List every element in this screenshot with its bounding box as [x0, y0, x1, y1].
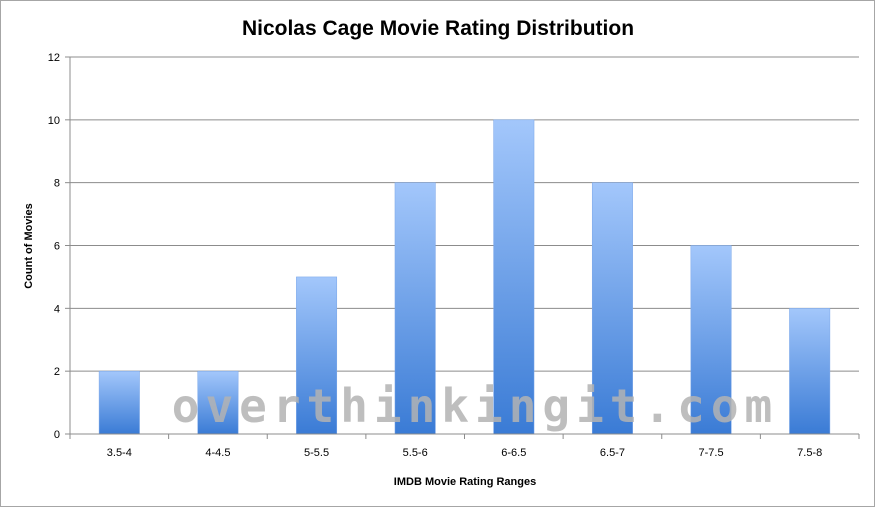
y-tick-label-2: 4 — [54, 303, 60, 315]
y-tick-label-1: 2 — [54, 366, 60, 378]
bar-3.5-4 — [98, 370, 140, 435]
y-tick-label-6: 12 — [48, 52, 60, 64]
gridlines — [70, 56, 859, 372]
bar-6.5-7 — [591, 182, 633, 435]
x-tick-label-7: 7.5-8 — [797, 447, 822, 459]
y-tick-label-3: 6 — [54, 241, 60, 253]
bar-4-4.5 — [197, 370, 239, 435]
y-tick-label-4: 8 — [54, 178, 60, 190]
bar-6-6.5 — [493, 119, 535, 435]
bar-5-5.5 — [296, 276, 338, 435]
x-axis-label: IMDB Movie Rating Ranges — [394, 476, 536, 488]
y-tick-label-5: 10 — [48, 115, 60, 127]
x-tick-label-6: 7-7.5 — [699, 447, 724, 459]
watermark: overthinkingit.com — [172, 379, 779, 433]
bar-7-7.5 — [690, 245, 732, 435]
x-tick-labels: 3.5-4 4-4.5 5-5.5 5.5-6 6-6.5 6.5-7 7-7.5 7.5-8 — [107, 447, 822, 459]
x-tick-label-2: 5-5.5 — [304, 447, 329, 459]
x-tick-label-4: 6-6.5 — [501, 447, 526, 459]
bars — [98, 119, 831, 435]
y-tick-label-0: 0 — [54, 429, 60, 441]
bar-7.5-8 — [789, 308, 831, 435]
y-axis-label: Count of Movies — [23, 203, 35, 289]
axes — [65, 56, 860, 439]
x-tick-label-0: 3.5-4 — [107, 447, 132, 459]
x-tick-label-3: 5.5-6 — [403, 447, 428, 459]
chart-title: Nicolas Cage Movie Rating Distribution — [242, 17, 634, 40]
bar-5.5-6 — [394, 182, 436, 435]
y-tick-labels: 0 2 4 6 8 10 12 — [48, 52, 60, 441]
x-tick-label-5: 6.5-7 — [600, 447, 625, 459]
x-tick-label-1: 4-4.5 — [205, 447, 230, 459]
